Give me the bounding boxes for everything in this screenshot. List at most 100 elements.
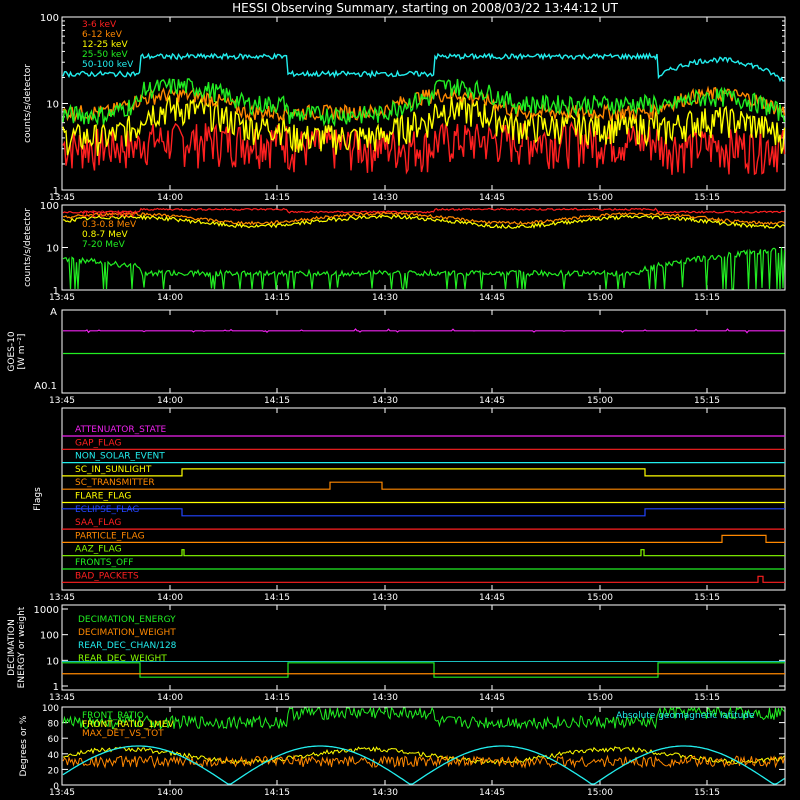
- series-6-12-kev-line: [62, 85, 786, 123]
- y-tick-label: 20: [48, 766, 60, 776]
- decimation-energy-trace: [62, 662, 785, 678]
- time-tick-label: 14:30: [372, 193, 398, 203]
- geomagnetic-latitude-line: [62, 745, 785, 785]
- legend-entry: 0.8-7 MeV: [82, 230, 128, 240]
- flag-label: ATTENUATOR_STATE: [75, 425, 167, 435]
- y-axis-label: Degrees or %: [19, 715, 29, 776]
- legend-entry: 12-25 keV: [82, 40, 128, 50]
- time-tick-label: 14:30: [372, 593, 398, 603]
- series-12-25-kev-line: [62, 94, 786, 156]
- y-tick-label: A0.1: [34, 381, 57, 392]
- legend-entry: REAR_DEC_CHAN/128: [78, 641, 177, 651]
- y-axis-unit-label: [W m⁻²]: [17, 334, 27, 370]
- legend-entry: 0.3-0.8 MeV: [82, 220, 137, 230]
- flag-label: SAA_FLAG: [75, 518, 121, 528]
- series-50-100-kev-line: [62, 52, 785, 83]
- legend-entry: FRONT_RATIO: [82, 711, 144, 721]
- time-tick-label: 15:00: [587, 593, 613, 603]
- time-tick-label: 14:15: [264, 788, 290, 798]
- legend-entry: Absolute geomagnetic latitude: [616, 711, 755, 721]
- legend-entry: FRONT_RATIO_1MEV: [82, 720, 175, 730]
- time-tick-label: 14:45: [479, 788, 505, 798]
- goes-long-channel-line: [63, 328, 785, 334]
- time-tick-label: 14:45: [479, 293, 505, 303]
- time-tick-label: 15:00: [587, 396, 613, 406]
- y-tick-label: 0: [53, 782, 59, 792]
- time-tick-label: 14:45: [479, 396, 505, 406]
- y-tick-label: 100: [40, 13, 59, 24]
- time-tick-label: 14:15: [264, 193, 290, 203]
- series-7-20-mev-line: [62, 247, 786, 291]
- geo-panel: 13:45 14:00 14:15 14:30 14:45 15:00 15:15 0 20 40…: [19, 704, 786, 798]
- y-tick-label: 1: [53, 286, 59, 297]
- y-tick-label: 10: [46, 100, 59, 111]
- legend-entry: 7-20 MeV: [82, 240, 126, 250]
- time-tick-label: 14:00: [157, 593, 183, 603]
- flag-trace: [62, 549, 785, 557]
- legend-entry: MAX_DET_VS_TOT: [82, 729, 164, 739]
- legend-entry: 0.1-0.3 MeV: [82, 210, 137, 220]
- time-tick-label: 14:30: [372, 293, 398, 303]
- time-tick-label: 14:15: [264, 293, 290, 303]
- time-tick-label: 15:15: [694, 693, 720, 703]
- y-tick-label: 100: [42, 704, 59, 714]
- flag-label: NON_SOLAR_EVENT: [75, 452, 165, 462]
- front-ratio-line: [62, 706, 785, 731]
- y-tick-label: 80: [48, 720, 60, 730]
- time-tick-label: 14:00: [157, 788, 183, 798]
- flag-trace: [62, 575, 785, 583]
- series-25-50-kev-line: [62, 78, 786, 128]
- y-tick-label: A: [50, 307, 57, 318]
- flag-trace: [62, 534, 785, 543]
- y-tick-label: 10: [46, 656, 59, 667]
- flag-label: PARTICLE_FLAG: [75, 531, 145, 541]
- time-tick-label: 15:15: [694, 788, 720, 798]
- flag-label: AAZ_FLAG: [75, 545, 122, 555]
- flag-label: GAP_FLAG: [75, 438, 121, 448]
- time-tick-label: 14:00: [157, 293, 183, 303]
- time-tick-label: 15:00: [587, 193, 613, 203]
- time-tick-label: 14:30: [372, 396, 398, 406]
- y-tick-label: 60: [48, 735, 60, 745]
- y-axis-label: counts/s/detector: [23, 208, 33, 287]
- legend-entry: DECIMATION_WEIGHT: [78, 628, 176, 638]
- time-tick-label: 14:00: [157, 693, 183, 703]
- time-tick-label: 15:15: [694, 396, 720, 406]
- time-tick-label: 14:15: [264, 593, 290, 603]
- y-tick-label: 100: [40, 631, 59, 642]
- y-axis-label: Flags: [33, 487, 43, 511]
- series-0.3-0.8-mev-line: [62, 211, 785, 226]
- time-tick-label: 13:45: [49, 193, 75, 203]
- y-axis-label: counts/s/detector: [23, 64, 33, 143]
- legend-entry: 3-6 keV: [82, 20, 117, 30]
- flag-label: FRONTS_OFF: [75, 558, 133, 568]
- time-tick-label: 14:00: [157, 193, 183, 203]
- time-tick-label: 13:45: [49, 788, 75, 798]
- flag-label: FLARE_FLAG: [75, 492, 131, 502]
- time-tick-label: 13:45: [49, 593, 75, 603]
- flag-trace: [62, 468, 785, 477]
- series-3-6-kev-line: [62, 120, 786, 176]
- flag-label: SC_TRANSMITTER: [75, 478, 155, 488]
- gamma-panel: 13:45 14:00 14:15 14:30 14:45 15:00 15:15 1 10 10…: [23, 201, 786, 303]
- time-tick-label: 13:45: [49, 293, 75, 303]
- y-axis-label: GOES-10: [7, 331, 17, 371]
- legend-entry: DECIMATION_ENERGY: [78, 615, 176, 625]
- flag-trace: [62, 508, 785, 517]
- time-tick-label: 13:45: [49, 693, 75, 703]
- time-tick-label: 15:15: [694, 593, 720, 603]
- flag-label: SC_IN_SUNLIGHT: [75, 465, 152, 475]
- goes-panel: 13:45 14:00 14:15 14:30 14:45 15:00 15:15 A A0.1…: [7, 307, 786, 406]
- y-tick-label: 1: [53, 186, 59, 197]
- flag-trace: [62, 481, 785, 490]
- y-tick-label: 1000: [34, 605, 59, 616]
- time-tick-label: 14:15: [264, 396, 290, 406]
- series-0.8-7-mev-line: [62, 214, 785, 229]
- time-tick-label: 14:00: [157, 396, 183, 406]
- time-tick-label: 14:15: [264, 693, 290, 703]
- time-tick-label: 14:45: [479, 693, 505, 703]
- time-tick-label: 14:30: [372, 788, 398, 798]
- time-tick-label: 15:00: [587, 788, 613, 798]
- figure-title: HESSI Observing Summary, starting on 200…: [232, 1, 618, 15]
- hxr-panel: 13:45 14:00 14:15 14:30 14:45 15:00 15:15 1 10 10…: [23, 13, 786, 203]
